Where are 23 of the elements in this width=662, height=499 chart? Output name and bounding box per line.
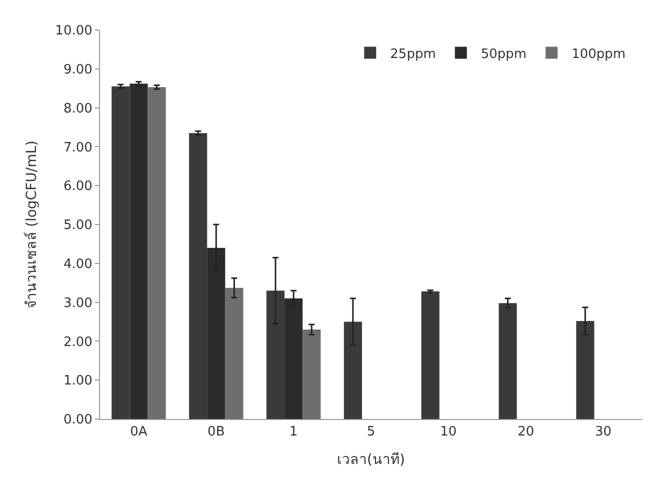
x-tick-label: 5 (366, 424, 376, 440)
y-tick-label: 8.00 (63, 101, 92, 116)
y-tick-label: 0.00 (63, 412, 92, 428)
y-axis-title: จำนวนเซลล์ (logCFU/mL) (22, 140, 40, 308)
x-tick-label: 10 (440, 424, 457, 440)
y-tick-label: 2.00 (63, 334, 92, 350)
x-tick-label: 30 (595, 424, 612, 440)
y-tick-label: 3.00 (63, 296, 92, 311)
y-tick-label: 1.00 (63, 374, 92, 389)
x-tick-label: 1 (289, 424, 298, 440)
legend-label: 50ppm (480, 46, 527, 62)
legend-label: 25ppm (390, 46, 436, 62)
y-tick-label: 7.00 (63, 140, 92, 156)
legend-label: 100ppm (572, 46, 626, 62)
x-tick-label: 0B (208, 424, 225, 440)
y-tick-label: 6.00 (63, 179, 92, 194)
y-tick-label: 4.00 (63, 256, 92, 272)
y-tick-label: 5.00 (63, 218, 92, 234)
x-tick-label: 20 (518, 424, 534, 440)
x-axis-title: เวลา(นาที) (337, 452, 405, 468)
y-tick-label: 10.00 (55, 24, 92, 39)
x-tick-label: 0A (130, 424, 148, 440)
y-tick-label: 9.00 (63, 62, 92, 78)
